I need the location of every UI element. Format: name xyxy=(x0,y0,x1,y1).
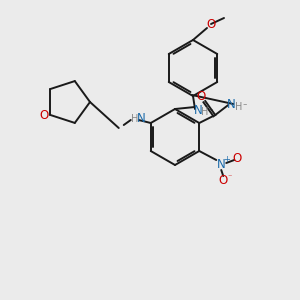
Text: H: H xyxy=(201,107,209,117)
Text: O: O xyxy=(206,19,216,32)
Text: O: O xyxy=(40,110,49,122)
Text: ⁻: ⁻ xyxy=(242,101,246,110)
Text: N: N xyxy=(194,103,202,116)
Text: ⁻: ⁻ xyxy=(227,172,231,182)
Text: O: O xyxy=(219,173,228,187)
Text: O: O xyxy=(232,152,242,166)
Text: +: + xyxy=(223,155,230,164)
Text: N: N xyxy=(136,112,145,125)
Text: ⁻: ⁻ xyxy=(209,106,213,116)
Text: H: H xyxy=(131,114,138,124)
Text: H: H xyxy=(235,102,242,112)
Text: N: N xyxy=(217,158,226,172)
Text: O: O xyxy=(196,89,206,103)
Text: N: N xyxy=(227,98,236,110)
